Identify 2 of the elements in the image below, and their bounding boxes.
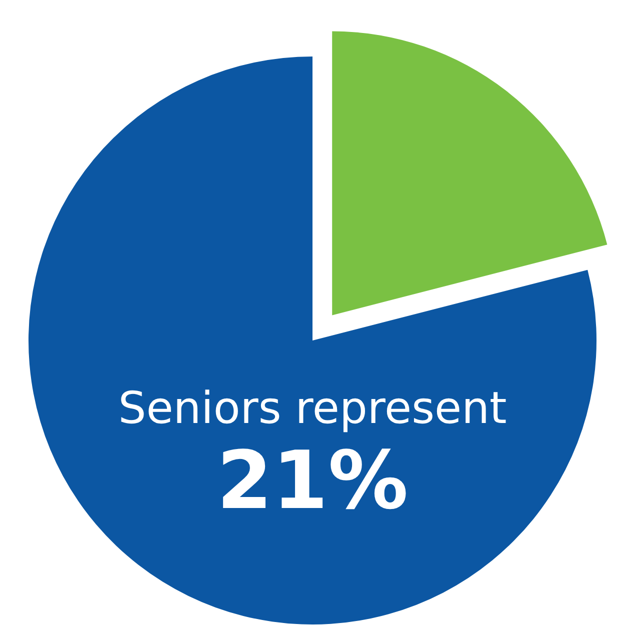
text: Seniors represent bbox=[118, 383, 507, 434]
text: 21% bbox=[216, 434, 408, 527]
